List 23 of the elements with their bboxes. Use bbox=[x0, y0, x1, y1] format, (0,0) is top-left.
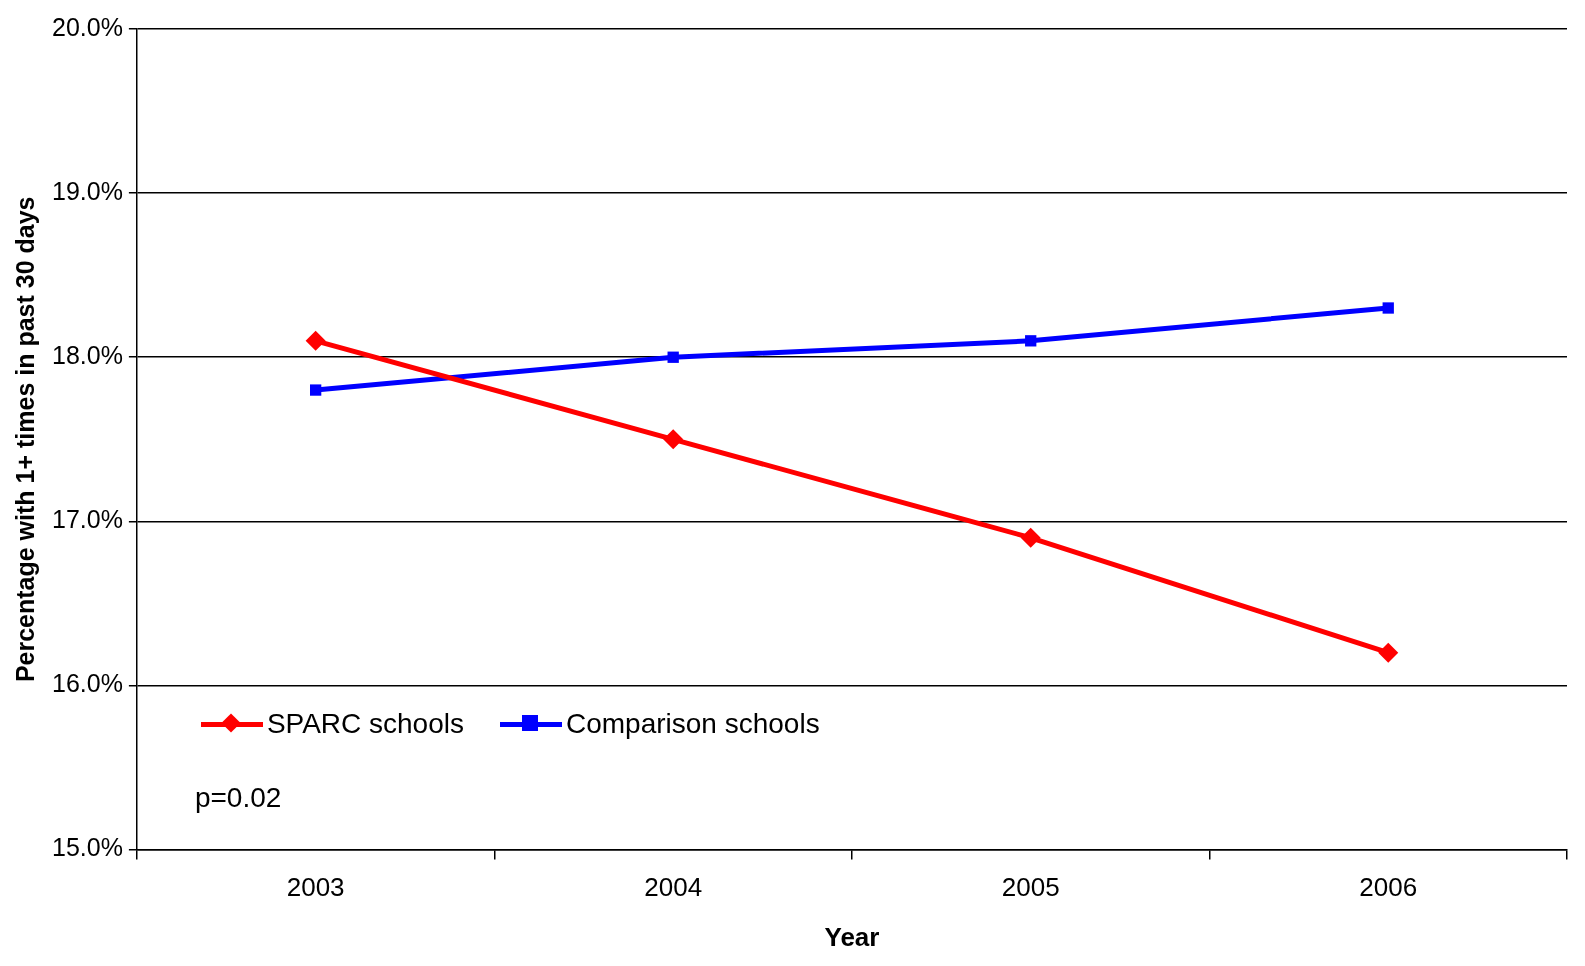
point bbox=[1378, 642, 1399, 663]
y-tick-label: 19.0% bbox=[52, 177, 123, 206]
point bbox=[663, 429, 684, 450]
x-tick-label: 2003 bbox=[286, 872, 345, 903]
x-tick-label: 2004 bbox=[644, 872, 703, 903]
point bbox=[1020, 527, 1041, 548]
annotation: p=0.02 bbox=[194, 782, 282, 814]
point bbox=[1025, 335, 1037, 347]
x-axis-title: Year bbox=[824, 921, 880, 952]
point bbox=[309, 384, 322, 396]
legend-label: SPARC schools bbox=[266, 707, 464, 740]
y-tick-label: 18.0% bbox=[52, 341, 123, 370]
x-tick-label: 2005 bbox=[1001, 872, 1060, 903]
y-tick-label: 15.0% bbox=[52, 833, 123, 862]
y-axis-title: Percentage with 1+ times in past 30 days bbox=[10, 196, 39, 683]
x-tick-label: 2006 bbox=[1359, 872, 1418, 903]
legend-label: Comparison schools bbox=[565, 707, 820, 740]
y-tick-label: 20.0% bbox=[52, 12, 123, 41]
point bbox=[305, 330, 326, 351]
y-tick-label: 17.0% bbox=[52, 505, 123, 534]
point bbox=[667, 351, 679, 363]
point bbox=[1382, 302, 1394, 314]
y-tick-label: 16.0% bbox=[52, 669, 123, 698]
